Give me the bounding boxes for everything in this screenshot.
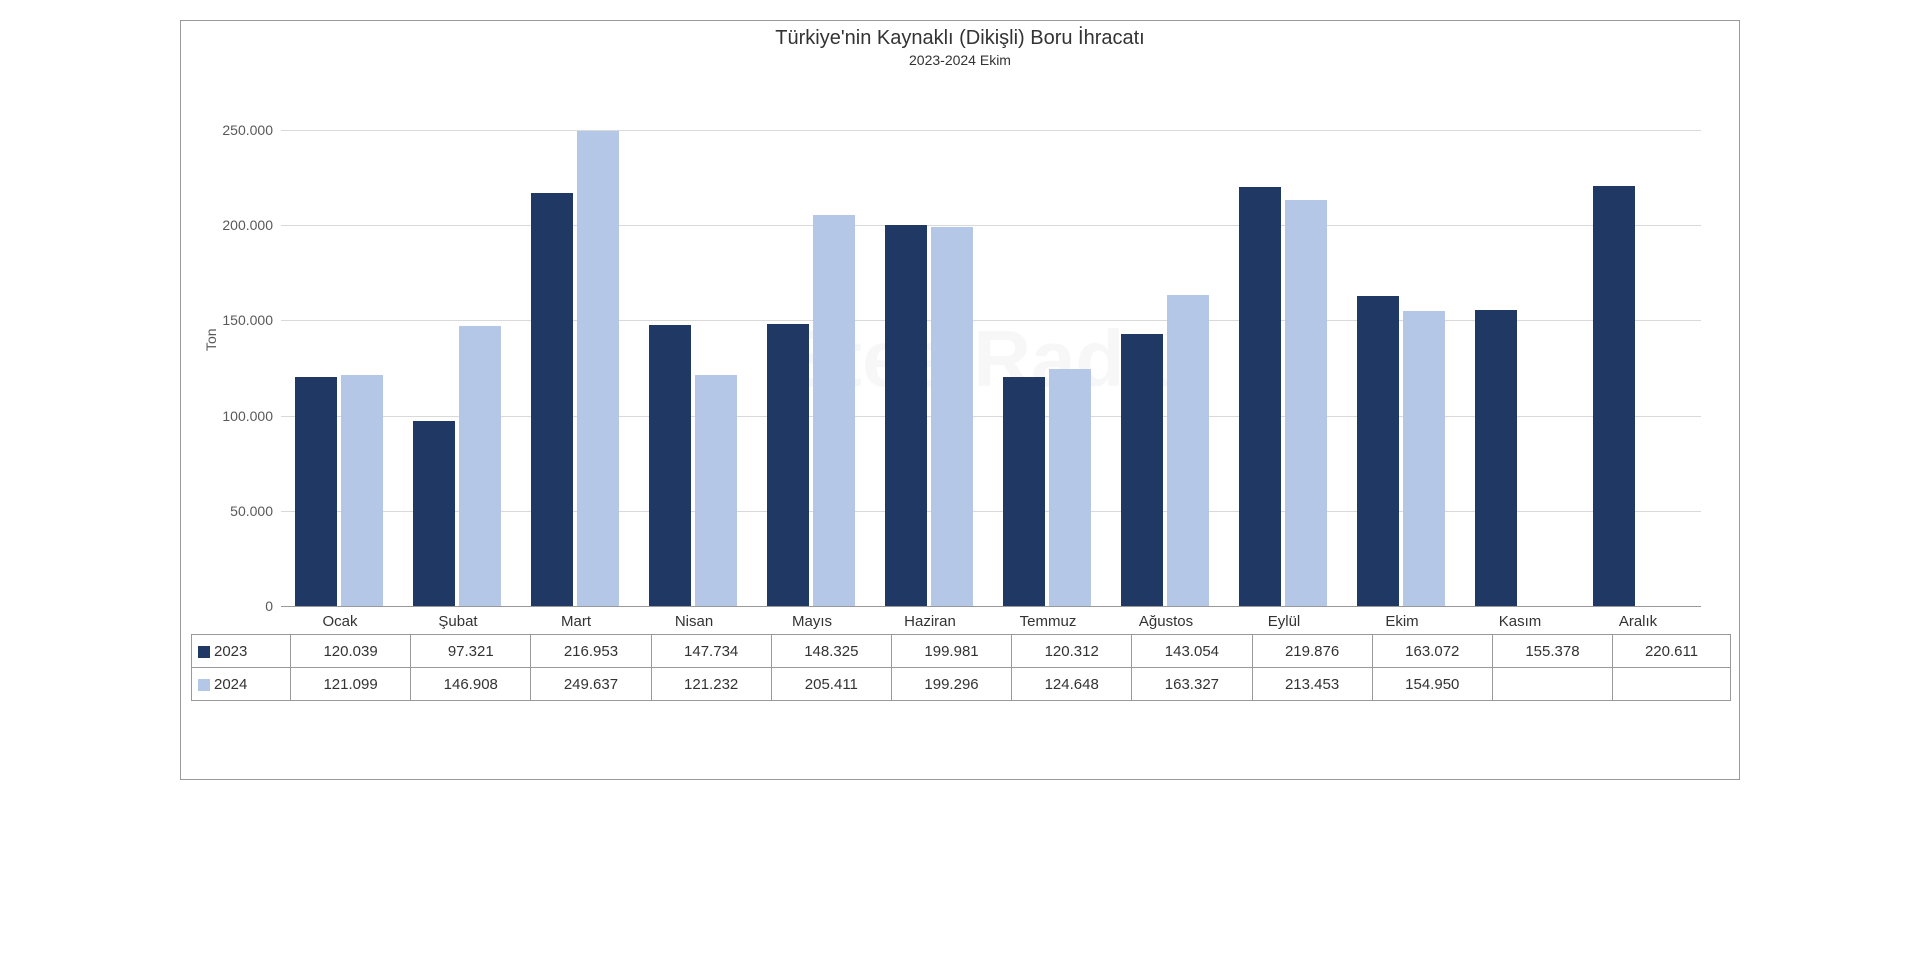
data-cell: 148.325 [771, 635, 891, 668]
data-cell [1613, 668, 1731, 701]
bar-2024 [1285, 200, 1327, 606]
x-category-label: Ekim [1343, 613, 1461, 630]
x-category-label: Ocak [281, 613, 399, 630]
data-cell: 121.099 [291, 668, 411, 701]
data-cell: 97.321 [411, 635, 531, 668]
bar-2024 [813, 215, 855, 606]
x-category-label: Şubat [399, 613, 517, 630]
series-legend-cell: 2024 [192, 668, 291, 701]
data-cell: 219.876 [1252, 635, 1372, 668]
bar-2023 [1593, 186, 1635, 606]
data-cell: 205.411 [771, 668, 891, 701]
y-axis: 050.000100.000150.000200.000250.000 [181, 111, 281, 606]
data-cell: 199.981 [891, 635, 1011, 668]
bar-2024 [577, 131, 619, 606]
bar-2023 [531, 193, 573, 606]
x-category-label: Aralık [1579, 613, 1697, 630]
data-cell: 163.072 [1372, 635, 1492, 668]
bar-2023 [1475, 310, 1517, 606]
bar-2023 [767, 324, 809, 606]
data-cell: 146.908 [411, 668, 531, 701]
x-axis: OcakŞubatMartNisanMayısHaziranTemmuzAğus… [281, 606, 1701, 635]
legend-swatch [198, 679, 210, 691]
bar-2023 [1003, 377, 1045, 606]
data-cell: 120.039 [291, 635, 411, 668]
x-category-label: Kasım [1461, 613, 1579, 630]
series-legend-cell: 2023 [192, 635, 291, 668]
bar-2023 [1121, 334, 1163, 606]
y-tick-label: 0 [193, 598, 273, 614]
x-category-label: Temmuz [989, 613, 1107, 630]
y-tick-label: 50.000 [193, 503, 273, 519]
data-cell: 199.296 [891, 668, 1011, 701]
data-cell: 147.734 [651, 635, 771, 668]
x-category-label: Mart [517, 613, 635, 630]
table-row: 2023 120.03997.321216.953147.734148.32519… [192, 635, 1731, 668]
data-cell: 249.637 [531, 668, 651, 701]
x-category-label: Nisan [635, 613, 753, 630]
data-table: 2023 120.03997.321216.953147.734148.32519… [191, 634, 1731, 701]
data-cell [1492, 668, 1612, 701]
bar-2024 [695, 375, 737, 606]
x-category-label: Eylül [1225, 613, 1343, 630]
bar-2023 [885, 225, 927, 606]
data-cell: 213.453 [1252, 668, 1372, 701]
data-cell: 154.950 [1372, 668, 1492, 701]
data-cell: 120.312 [1012, 635, 1132, 668]
plot-area: SteelRadar [281, 111, 1701, 606]
chart-subtitle: 2023-2024 Ekim [181, 52, 1739, 68]
bar-2023 [413, 421, 455, 606]
data-cell: 155.378 [1492, 635, 1612, 668]
bar-2023 [1357, 296, 1399, 606]
legend-swatch [198, 646, 210, 658]
bar-2023 [1239, 187, 1281, 606]
bar-2023 [649, 325, 691, 606]
x-category-label: Haziran [871, 613, 989, 630]
bar-2024 [1167, 295, 1209, 606]
bar-2024 [1049, 369, 1091, 606]
bar-2023 [295, 377, 337, 606]
bar-2024 [341, 375, 383, 606]
y-tick-label: 150.000 [193, 312, 273, 328]
data-cell: 216.953 [531, 635, 651, 668]
x-category-label: Ağustos [1107, 613, 1225, 630]
y-tick-label: 100.000 [193, 408, 273, 424]
table-row: 2024121.099146.908249.637121.232205.4111… [192, 668, 1731, 701]
data-cell: 121.232 [651, 668, 771, 701]
bar-2024 [459, 326, 501, 606]
data-cell: 143.054 [1132, 635, 1252, 668]
data-cell: 220.611 [1613, 635, 1731, 668]
bar-2024 [931, 227, 973, 606]
bar-2024 [1403, 311, 1445, 606]
data-cell: 163.327 [1132, 668, 1252, 701]
series-name: 2024 [214, 676, 247, 693]
x-category-label: Mayıs [753, 613, 871, 630]
y-tick-label: 250.000 [193, 122, 273, 138]
series-name: 2023 [214, 643, 247, 660]
data-cell: 124.648 [1012, 668, 1132, 701]
chart-container: Türkiye'nin Kaynaklı (Dikişli) Boru İhra… [180, 20, 1740, 780]
chart-title: Türkiye'nin Kaynaklı (Dikişli) Boru İhra… [181, 27, 1739, 50]
y-tick-label: 200.000 [193, 217, 273, 233]
